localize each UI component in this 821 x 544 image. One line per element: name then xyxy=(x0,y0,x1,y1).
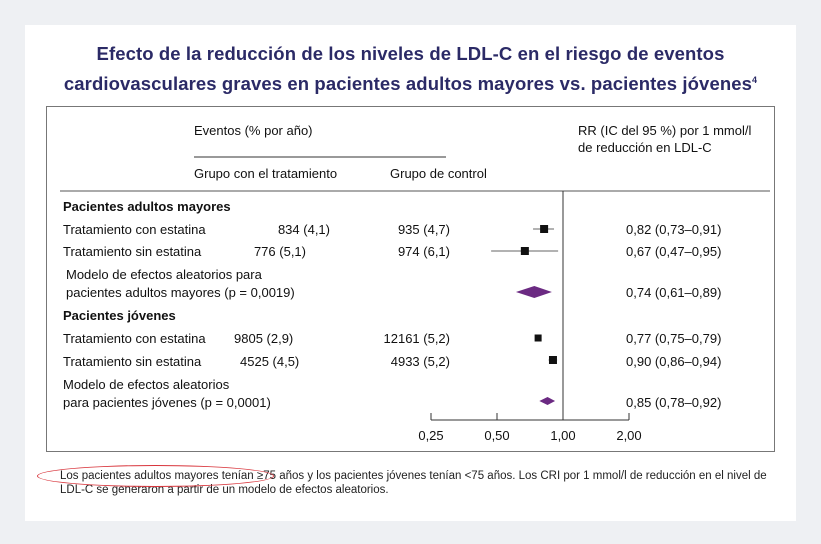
treatment-group-header: Grupo con el tratamiento xyxy=(194,166,338,181)
control-value: 935 (4,7) xyxy=(397,222,450,237)
row-label: Tratamiento sin estatina xyxy=(63,244,202,259)
x-tick-label: 2,00 xyxy=(616,428,641,443)
point-estimate-square xyxy=(520,247,529,255)
group-label-older: Pacientes adultos mayores xyxy=(63,199,231,214)
point-estimate-square xyxy=(540,225,549,233)
rr-value: 0,77 (0,75–0,79) xyxy=(626,331,722,346)
control-value: 4933 (5,2) xyxy=(390,354,450,369)
rr-value: 0,85 (0,78–0,92) xyxy=(626,395,722,410)
rr-header-line-2: de reducción en LDL-C xyxy=(578,140,712,155)
rr-header-line-1: RR (IC del 95 %) por 1 mmol/l xyxy=(578,123,752,138)
group-label-younger: Pacientes jóvenes xyxy=(63,308,176,323)
treatment-value: 9805 (2,9) xyxy=(234,331,294,346)
x-tick-label: 0,50 xyxy=(484,428,509,443)
treatment-value: 4525 (4,5) xyxy=(240,354,300,369)
summary-label-line-2: pacientes adultos mayores (p = 0,0019) xyxy=(66,285,295,300)
card xyxy=(25,25,796,521)
summary-label-line-1: Modelo de efectos aleatorios xyxy=(63,377,230,392)
title-reference: 4 xyxy=(752,75,758,85)
summary-diamond xyxy=(515,286,552,298)
events-header: Eventos (% por año) xyxy=(194,123,313,138)
treatment-value: 776 (5,1) xyxy=(253,244,306,259)
point-estimate-square xyxy=(534,334,542,342)
title-line-2: cardiovasculares graves en pacientes adu… xyxy=(63,73,753,95)
summary-diamond xyxy=(539,397,556,405)
row-label: Tratamiento con estatina xyxy=(63,222,206,237)
chart-frame xyxy=(46,106,775,452)
title-line-1: Efecto de la reducción de los niveles de… xyxy=(96,43,725,64)
control-group-header: Grupo de control xyxy=(390,166,487,181)
point-estimate-square xyxy=(548,356,557,364)
control-value: 12161 (5,2) xyxy=(383,331,451,346)
summary-label-line-1: Modelo de efectos aleatorios para xyxy=(66,267,262,282)
rr-value: 0,74 (0,61–0,89) xyxy=(626,285,722,300)
highlight-annotation xyxy=(37,465,274,487)
summary-label-line-2: para pacientes jóvenes (p = 0,0001) xyxy=(63,395,271,410)
rr-value: 0,67 (0,47–0,95) xyxy=(626,244,722,259)
rr-value: 0,82 (0,73–0,91) xyxy=(626,222,722,237)
rr-value: 0,90 (0,86–0,94) xyxy=(626,354,722,369)
x-tick-label: 0,25 xyxy=(418,428,443,443)
control-value: 974 (6,1) xyxy=(397,244,450,259)
treatment-value: 834 (4,1) xyxy=(277,222,330,237)
chart-title: Efecto de la reducción de los niveles de… xyxy=(0,41,821,97)
row-label: Tratamiento sin estatina xyxy=(63,354,202,369)
row-label: Tratamiento con estatina xyxy=(63,331,206,346)
x-tick-label: 1,00 xyxy=(550,428,575,443)
